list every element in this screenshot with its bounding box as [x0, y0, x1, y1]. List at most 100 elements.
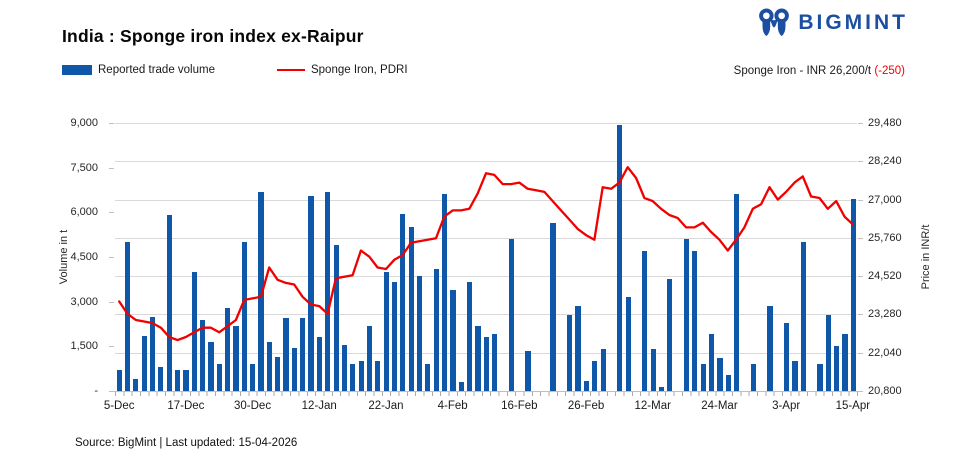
- left-axis-tick-label: 1,500: [70, 340, 98, 353]
- bar-slot: [799, 123, 807, 391]
- bar-slot: [240, 123, 248, 391]
- bar-slot: [657, 123, 665, 391]
- bar-slot: [490, 123, 498, 391]
- volume-bar: [725, 374, 731, 391]
- bar-slot: [624, 123, 632, 391]
- bar-slot: [274, 123, 282, 391]
- bar-slot: [841, 123, 849, 391]
- volume-bar: [625, 297, 631, 391]
- y-axis-tick: [858, 123, 863, 124]
- bar-slot: [849, 123, 857, 391]
- volume-bar: [800, 242, 806, 391]
- bar-slot: [198, 123, 206, 391]
- volume-bar: [166, 215, 172, 391]
- volume-bar: [825, 315, 831, 391]
- gridline: [115, 237, 857, 239]
- volume-bar: [575, 306, 581, 391]
- y-axis-tick: [109, 391, 114, 392]
- bar-slot: [265, 123, 273, 391]
- volume-bar: [425, 364, 431, 391]
- right-axis-tick-label: 27,000: [868, 193, 902, 206]
- bar-slot: [223, 123, 231, 391]
- bar-slot: [457, 123, 465, 391]
- volume-bar: [391, 282, 398, 391]
- bar-slot: [732, 123, 740, 391]
- bar-slot: [716, 123, 724, 391]
- bar-slot: [157, 123, 165, 391]
- bar-slot: [432, 123, 440, 391]
- volume-bar: [692, 251, 698, 391]
- legend-volume-label: Reported trade volume: [98, 64, 215, 76]
- bar-slot: [482, 123, 490, 391]
- volume-bar: [416, 276, 423, 391]
- plot-area: [109, 123, 863, 396]
- bar-slot: [699, 123, 707, 391]
- bar-slot: [382, 123, 390, 391]
- volume-bar: [708, 334, 715, 391]
- source-note: Source: BigMint | Last updated: 15-04-20…: [75, 437, 298, 449]
- bar-slot: [140, 123, 148, 391]
- volume-bar: [124, 242, 131, 391]
- volume-bar: [450, 289, 456, 391]
- x-axis-tick-label: 26-Feb: [567, 400, 605, 412]
- bigmint-logo: BIGMINT: [757, 8, 908, 38]
- volume-bar: [383, 271, 389, 391]
- gridline: [115, 161, 857, 163]
- bar-slot: [816, 123, 824, 391]
- volume-bar: [141, 335, 147, 391]
- x-axis-tick-label: 5-Dec: [103, 400, 135, 412]
- gridline: [115, 199, 857, 201]
- volume-bar: [433, 268, 439, 391]
- volume-bar: [767, 306, 773, 391]
- volume-bar: [700, 364, 706, 391]
- volume-bar: [400, 213, 406, 391]
- volume-bar: [275, 356, 281, 391]
- volume-bar: [458, 382, 464, 391]
- volume-bar: [149, 316, 156, 391]
- volume-bar: [333, 245, 339, 391]
- left-axis-tick-label: 7,500: [70, 161, 98, 174]
- bar-slot: [749, 123, 757, 391]
- bar-slot: [766, 123, 774, 391]
- bar-slot: [173, 123, 181, 391]
- left-axis-tick-label: 4,500: [70, 251, 98, 263]
- volume-bar: [683, 239, 690, 391]
- volume-bar: [592, 361, 598, 391]
- y-axis-tick: [858, 161, 863, 163]
- bar-slot: [591, 123, 599, 391]
- bar-slot: [707, 123, 715, 391]
- current-price-annotation: Sponge Iron - INR 26,200/t (-250): [734, 65, 905, 77]
- price-change-badge: (-250): [874, 65, 905, 77]
- left-axis-tick-label: 9,000: [70, 117, 98, 129]
- volume-bar: [850, 198, 856, 391]
- y-axis-tick: [858, 199, 863, 201]
- bar-slot: [374, 123, 382, 391]
- volume-bar: [617, 124, 623, 391]
- bar-slot: [524, 123, 532, 391]
- volume-bar: [817, 364, 823, 391]
- bar-slot: [232, 123, 240, 391]
- volume-bar: [508, 239, 514, 391]
- bar-slot: [465, 123, 473, 391]
- gridline: [115, 276, 857, 278]
- bar-slot: [148, 123, 156, 391]
- x-axis-tick-label: 30-Dec: [234, 400, 272, 412]
- bar-slot: [165, 123, 173, 391]
- bar-slot: [182, 123, 190, 391]
- bar-slot: [574, 123, 582, 391]
- volume-bar: [241, 242, 247, 391]
- volume-bar: [250, 364, 256, 391]
- bar-slot: [791, 123, 799, 391]
- current-price-text: Sponge Iron - INR 26,200/t: [733, 65, 875, 77]
- bar-slot: [691, 123, 699, 391]
- price-line-swatch-icon: [276, 69, 305, 71]
- volume-bar: [174, 370, 181, 391]
- volume-bar: [133, 379, 139, 391]
- bar-slot: [315, 123, 323, 391]
- page-title: India : Sponge iron index ex-Raipur: [62, 26, 364, 46]
- volume-bar: [325, 191, 331, 391]
- volume-bar: [667, 279, 673, 391]
- x-axis-ticks: [115, 392, 858, 396]
- bar-slot: [415, 123, 423, 391]
- x-axis-tick-label: 22-Jan: [368, 400, 404, 412]
